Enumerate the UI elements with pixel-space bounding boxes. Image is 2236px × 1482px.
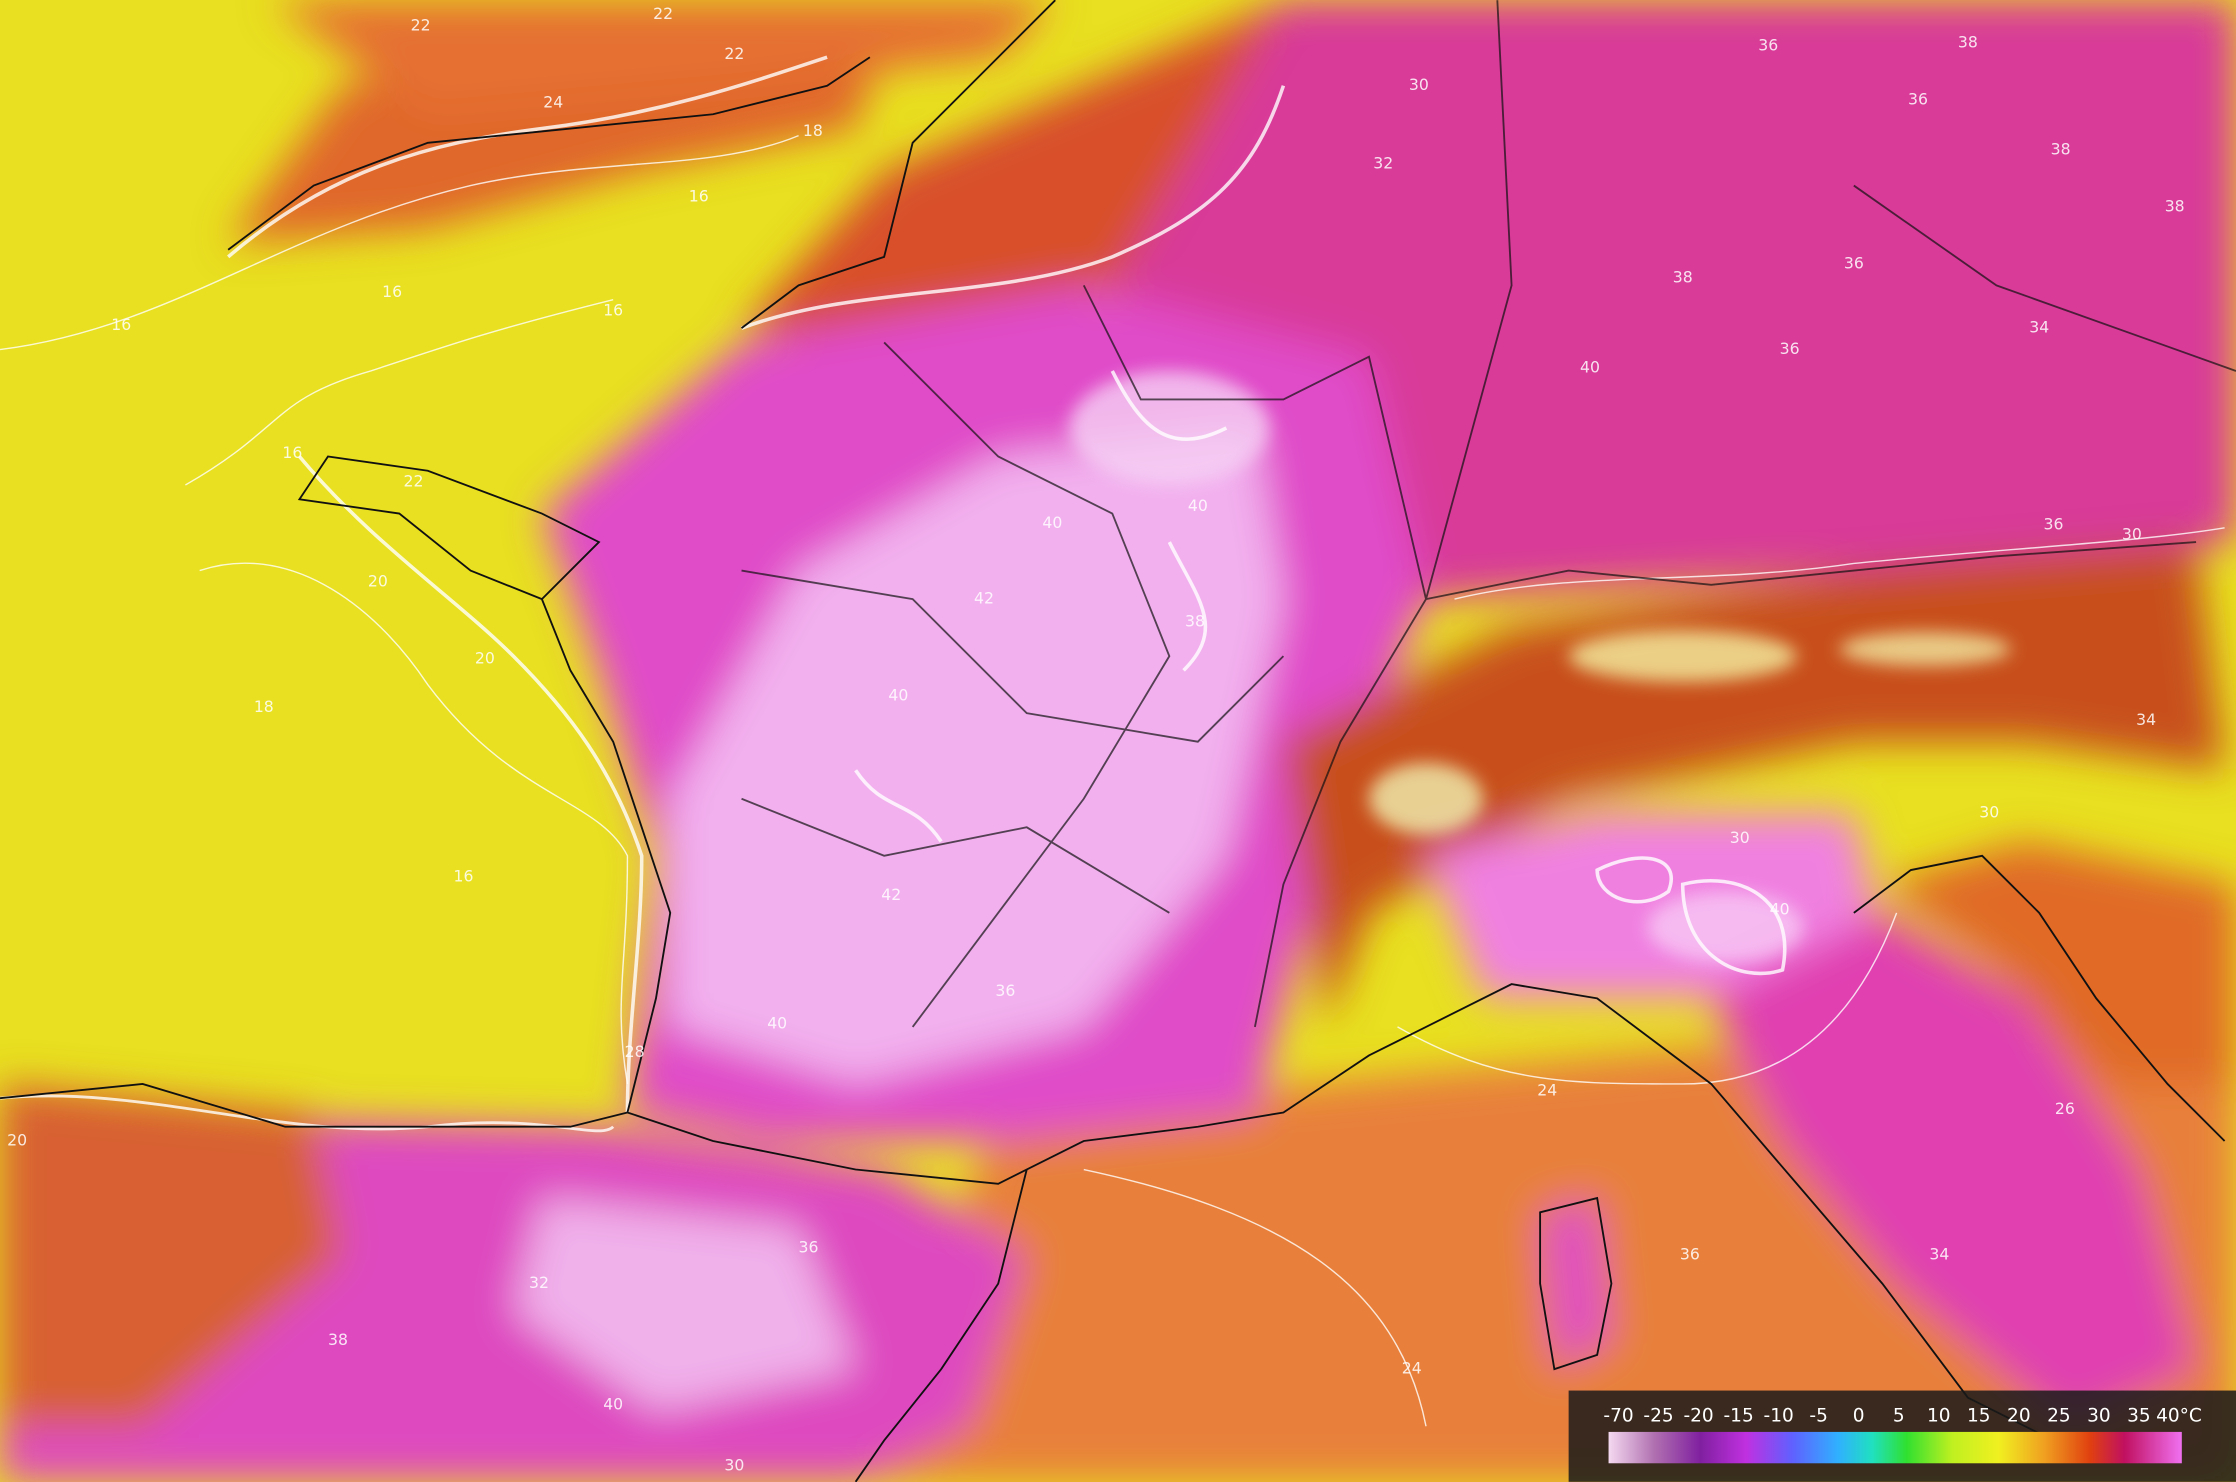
contour-label: 42 bbox=[881, 885, 901, 904]
contour-label: 38 bbox=[2051, 139, 2071, 158]
contour-label: 26 bbox=[2055, 1099, 2075, 1118]
contour-label: 32 bbox=[1373, 154, 1393, 173]
contour-label: 40 bbox=[603, 1394, 623, 1413]
colorbar bbox=[1608, 1431, 2182, 1464]
contour-label: 18 bbox=[803, 121, 823, 140]
contour-label: 16 bbox=[603, 301, 623, 320]
legend-tick-label: 30 bbox=[2087, 1406, 2111, 1427]
contour-label: 20 bbox=[475, 649, 495, 668]
contour-labels: 22 22 22 24 18 16 16 16 16 16 22 20 20 18 16 30 32 36 38 36… bbox=[7, 4, 2185, 1475]
contour-label: 24 bbox=[543, 92, 563, 111]
legend-tick-label: 20 bbox=[2007, 1406, 2031, 1427]
contour-label: 32 bbox=[529, 1273, 549, 1292]
contour-label: 38 bbox=[1673, 268, 1693, 287]
legend-tick-label: -25 bbox=[1643, 1406, 1673, 1427]
contour-label: 30 bbox=[2122, 524, 2142, 543]
legend-tick-label: 5 bbox=[1893, 1406, 1905, 1427]
contour-label: 36 bbox=[1908, 90, 1928, 109]
contour-label: 36 bbox=[1680, 1245, 1700, 1264]
contour-label: 22 bbox=[411, 15, 431, 34]
contour-label: 38 bbox=[328, 1330, 348, 1349]
contour-label: 16 bbox=[111, 315, 131, 334]
contour-label: 38 bbox=[1958, 32, 1978, 51]
contour-label: 24 bbox=[1537, 1081, 1557, 1100]
contour-label: 22 bbox=[653, 4, 673, 23]
contour-label: 30 bbox=[1409, 75, 1429, 94]
isotherms bbox=[0, 55, 2225, 1427]
contour-label: 34 bbox=[2029, 318, 2049, 337]
legend-tick-label: 40°C bbox=[2156, 1406, 2202, 1427]
legend-tick-label: 0 bbox=[1853, 1406, 1865, 1427]
legend-tick-label: -5 bbox=[1809, 1406, 1827, 1427]
contour-label: 30 bbox=[724, 1456, 744, 1475]
contour-label: 30 bbox=[1730, 828, 1750, 847]
contour-label: 22 bbox=[404, 472, 424, 491]
contour-label: 38 bbox=[1185, 611, 1205, 630]
contour-label: 40 bbox=[1770, 899, 1790, 918]
legend-tick-label: 25 bbox=[2047, 1406, 2071, 1427]
contour-label: 16 bbox=[382, 282, 402, 301]
legend-tick-label: -70 bbox=[1603, 1406, 1633, 1427]
contour-label: 28 bbox=[625, 1042, 645, 1061]
contour-label: 18 bbox=[254, 697, 274, 716]
legend-tick-label: 15 bbox=[1967, 1406, 1991, 1427]
legend-tick-label: 35 bbox=[2127, 1406, 2151, 1427]
contour-label: 40 bbox=[888, 686, 908, 705]
contour-label: 20 bbox=[368, 571, 388, 590]
contour-label: 34 bbox=[2136, 710, 2156, 729]
contour-label: 40 bbox=[1042, 513, 1062, 532]
legend: -70 -25 -20 -15 -10 -5 0 5 10 15 20 25 30 35 40°C bbox=[1568, 1390, 2236, 1482]
legend-tick-label: -20 bbox=[1683, 1406, 1713, 1427]
contour-label: 36 bbox=[2043, 514, 2063, 533]
contour-label: 16 bbox=[282, 443, 302, 462]
contour-label: 40 bbox=[1188, 496, 1208, 515]
contour-label: 34 bbox=[1929, 1245, 1949, 1264]
contour-label: 36 bbox=[1758, 35, 1778, 54]
contour-label: 16 bbox=[689, 186, 709, 205]
legend-tick-label: 10 bbox=[1927, 1406, 1951, 1427]
contour-label: 38 bbox=[2165, 196, 2185, 215]
contour-label: 22 bbox=[724, 44, 744, 63]
contour-label: 30 bbox=[1979, 803, 1999, 822]
contour-label: 36 bbox=[799, 1237, 819, 1256]
contour-label: 36 bbox=[1780, 339, 1800, 358]
contour-label: 24 bbox=[1402, 1359, 1422, 1378]
contour-label: 40 bbox=[1580, 358, 1600, 377]
contour-label: 36 bbox=[1844, 253, 1864, 272]
contour-label: 16 bbox=[453, 867, 473, 886]
legend-tick-label: -15 bbox=[1723, 1406, 1753, 1427]
contour-label: 40 bbox=[767, 1014, 787, 1033]
contour-label: 20 bbox=[7, 1130, 27, 1149]
legend-tick-label: -10 bbox=[1764, 1406, 1794, 1427]
contour-label: 36 bbox=[995, 981, 1015, 1000]
contour-label: 42 bbox=[974, 589, 994, 608]
